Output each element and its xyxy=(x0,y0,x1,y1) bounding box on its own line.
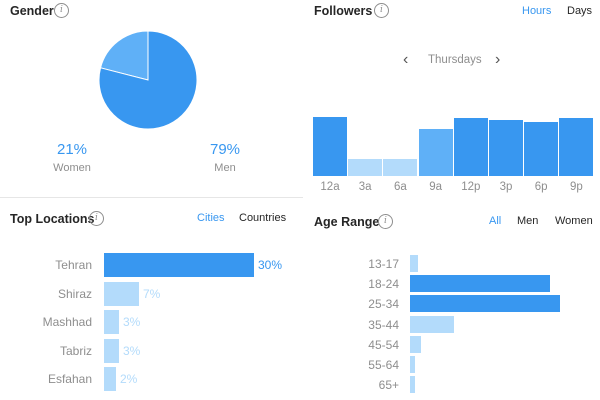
followers-x-label: 12a xyxy=(320,181,340,193)
location-percent: 3% xyxy=(123,315,141,329)
women-label: Women xyxy=(53,162,91,174)
followers-bar xyxy=(313,117,347,176)
gender-title: Gender xyxy=(10,4,54,18)
age-panel: Age Range i All Men Women 13-17 18-24 25-3… xyxy=(303,199,600,400)
location-label: Tehran xyxy=(55,258,92,272)
age-bar xyxy=(410,356,415,373)
location-percent: 30% xyxy=(258,258,283,272)
locations-title: Top Locations xyxy=(10,212,95,226)
gender-panel: Gender i 21% Women 79% Men xyxy=(0,0,303,199)
followers-x-label: 9p xyxy=(569,181,583,193)
location-bar xyxy=(104,338,119,363)
age-label: 55-64 xyxy=(368,358,399,372)
followers-bar xyxy=(489,119,523,176)
day-label: Thursdays xyxy=(428,54,482,66)
followers-x-label: 3p xyxy=(499,181,513,193)
followers-x-label: 6a xyxy=(393,181,407,193)
followers-x-label: 6p xyxy=(534,181,548,193)
tab-hours[interactable]: Hours xyxy=(522,5,552,17)
location-bar xyxy=(104,253,254,277)
age-bar xyxy=(410,315,454,333)
tab-cities[interactable]: Cities xyxy=(197,212,225,224)
location-bar xyxy=(104,367,116,391)
info-icon[interactable]: i xyxy=(54,3,69,18)
followers-title: Followers xyxy=(314,4,373,18)
tab-all[interactable]: All xyxy=(489,215,502,227)
pie-slice-men xyxy=(98,30,198,130)
locations-panel: Top Locations i Cities Countries Tehran 3… xyxy=(0,199,303,400)
followers-panel: Followers i Hours Days ‹ Thursdays › 12a… xyxy=(303,0,600,199)
age-label: 25-34 xyxy=(368,297,399,312)
age-bar xyxy=(410,376,415,394)
chevron-left-icon[interactable]: ‹ xyxy=(403,51,409,68)
followers-x-label: 12p xyxy=(461,181,481,193)
location-label: Shiraz xyxy=(57,286,92,301)
chevron-right-icon[interactable]: › xyxy=(495,51,501,68)
age-bar xyxy=(410,275,550,293)
location-percent: 7% xyxy=(143,286,161,301)
men-label: Men xyxy=(214,162,236,174)
age-bar xyxy=(410,295,560,313)
location-percent: 3% xyxy=(123,343,141,358)
followers-x-label: 9a xyxy=(429,181,442,193)
age-label: 13-17 xyxy=(368,257,399,271)
info-icon[interactable]: i xyxy=(89,211,104,226)
women-percent: 21% xyxy=(56,141,88,158)
age-label: 18-24 xyxy=(368,277,399,292)
location-label: Mashhad xyxy=(42,315,92,329)
followers-bar xyxy=(418,129,453,176)
followers-x-label: 3a xyxy=(358,181,372,193)
tab-days[interactable]: Days xyxy=(567,5,593,17)
location-label: Tabriz xyxy=(59,343,92,358)
age-title: Age Range xyxy=(314,215,380,229)
info-icon[interactable]: i xyxy=(378,214,393,229)
followers-bar xyxy=(559,117,594,176)
age-label: 35-44 xyxy=(368,317,399,332)
age-label: 65+ xyxy=(378,378,399,393)
followers-bar xyxy=(383,158,418,176)
location-percent: 2% xyxy=(120,372,138,386)
age-bar xyxy=(410,255,418,272)
tab-men[interactable]: Men xyxy=(517,215,539,227)
pie-slice-women xyxy=(99,30,149,81)
location-bar xyxy=(104,310,119,334)
tab-countries[interactable]: Countries xyxy=(239,212,287,224)
info-icon[interactable]: i xyxy=(374,3,389,18)
gender-pie-chart xyxy=(98,30,198,130)
tab-women[interactable]: Women xyxy=(555,215,593,227)
men-percent: 79% xyxy=(209,141,241,158)
location-label: Esfahan xyxy=(47,372,92,386)
age-bar xyxy=(410,335,421,353)
section-divider xyxy=(0,197,303,198)
followers-bar xyxy=(348,158,383,176)
followers-bar xyxy=(524,121,559,176)
location-bar xyxy=(104,281,139,306)
followers-bar xyxy=(453,118,488,176)
age-label: 45-54 xyxy=(368,337,399,352)
